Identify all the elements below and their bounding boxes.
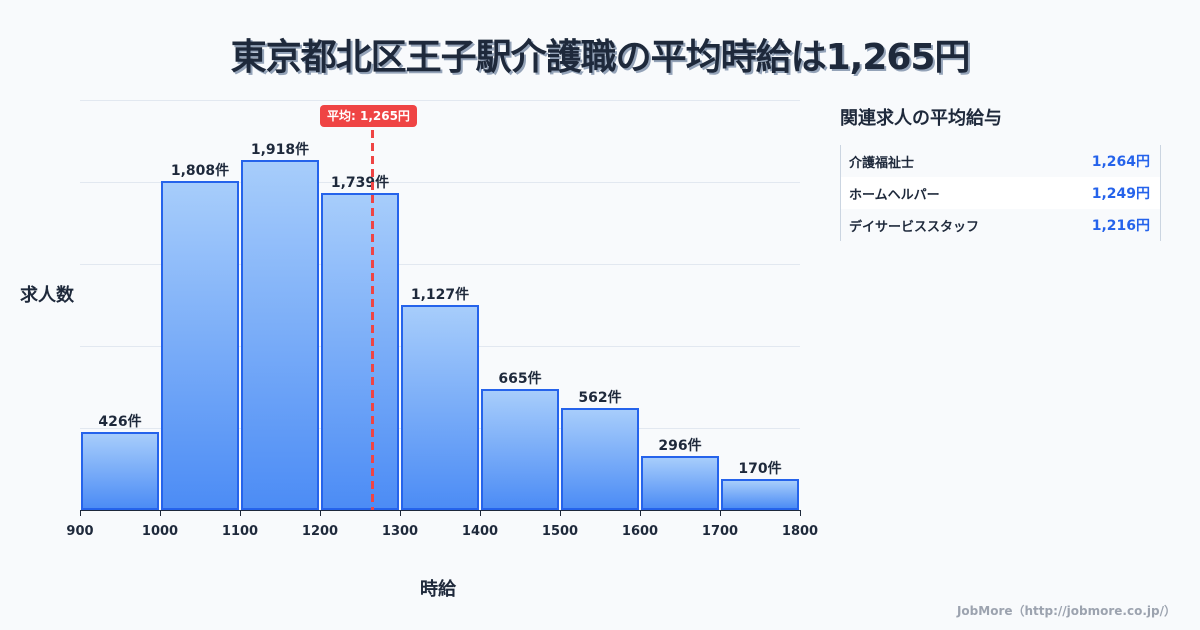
- x-tick-label: 1800: [781, 524, 819, 539]
- x-tick: [560, 510, 561, 516]
- related-job-row: ホームヘルパー 1,249円: [841, 177, 1160, 209]
- histogram-bar: [481, 388, 559, 510]
- footer-credit: JobMore（http://jobmore.co.jp/）: [956, 604, 1176, 618]
- x-tick: [400, 510, 401, 516]
- x-tick: [240, 510, 241, 516]
- bar-value-label: 1,739件: [330, 175, 390, 192]
- bar-value-label: 296件: [658, 438, 702, 455]
- job-wage: 1,249円: [1091, 186, 1150, 202]
- related-jobs-title: 関連求人の平均給与: [840, 108, 1002, 129]
- gridline: [80, 100, 800, 101]
- histogram-bar: [721, 479, 799, 510]
- bar-value-label: 1,127件: [410, 286, 470, 303]
- x-tick-label: 1200: [301, 524, 339, 539]
- bar-value-label: 562件: [578, 389, 622, 406]
- histogram-bar: [241, 160, 319, 510]
- job-name: デイサービススタッフ: [849, 219, 980, 235]
- histogram-bar: [321, 193, 399, 510]
- histogram-bar: [81, 432, 159, 510]
- related-job-row: デイサービススタッフ 1,216円: [841, 209, 1160, 241]
- y-axis-label: 求人数: [20, 285, 74, 306]
- x-tick: [320, 510, 321, 516]
- x-tick: [480, 510, 481, 516]
- job-wage: 1,264円: [1091, 154, 1150, 170]
- bar-value-label: 170件: [738, 461, 782, 478]
- histogram-bar: [161, 180, 239, 510]
- x-tick-label: 1300: [381, 524, 419, 539]
- x-tick: [640, 510, 641, 516]
- related-jobs-table: 介護福祉士 1,264円 ホームヘルパー 1,249円 デイサービススタッフ 1…: [840, 145, 1161, 241]
- histogram-bar: [641, 456, 719, 510]
- related-job-row: 介護福祉士 1,264円: [841, 145, 1160, 177]
- gridline: [80, 264, 800, 265]
- job-name: ホームヘルパー: [849, 187, 940, 203]
- x-tick: [720, 510, 721, 516]
- x-tick-label: 900: [66, 524, 94, 539]
- job-wage: 1,216円: [1091, 218, 1150, 234]
- page-title: 東京都北区王子駅介護職の平均時給は1,265円: [230, 37, 971, 78]
- x-tick-label: 1100: [221, 524, 259, 539]
- histogram-chart: 426件 1,808件 1,918件 1,739件 1,127件 665件 562件 296件…: [20, 100, 818, 600]
- bar-value-label: 426件: [98, 414, 142, 431]
- x-tick-label: 1700: [701, 524, 739, 539]
- bar-value-label: 665件: [498, 370, 542, 387]
- histogram-bar: [401, 304, 479, 510]
- x-axis-label: 時給: [420, 579, 456, 600]
- bar-value-label: 1,808件: [170, 162, 230, 179]
- gridline: [80, 182, 800, 183]
- bar-value-label: 1,918件: [250, 142, 310, 159]
- x-tick-label: 1400: [461, 524, 499, 539]
- x-tick: [160, 510, 161, 516]
- x-tick: [80, 510, 81, 516]
- average-badge: 平均: 1,265円: [320, 105, 417, 127]
- x-tick-label: 1000: [141, 524, 179, 539]
- job-name: 介護福祉士: [849, 155, 915, 171]
- x-axis-line: [80, 510, 800, 511]
- x-tick-label: 1500: [541, 524, 579, 539]
- average-line: [371, 130, 374, 510]
- x-tick-label: 1600: [621, 524, 659, 539]
- histogram-bar: [561, 407, 639, 510]
- x-tick: [800, 510, 801, 516]
